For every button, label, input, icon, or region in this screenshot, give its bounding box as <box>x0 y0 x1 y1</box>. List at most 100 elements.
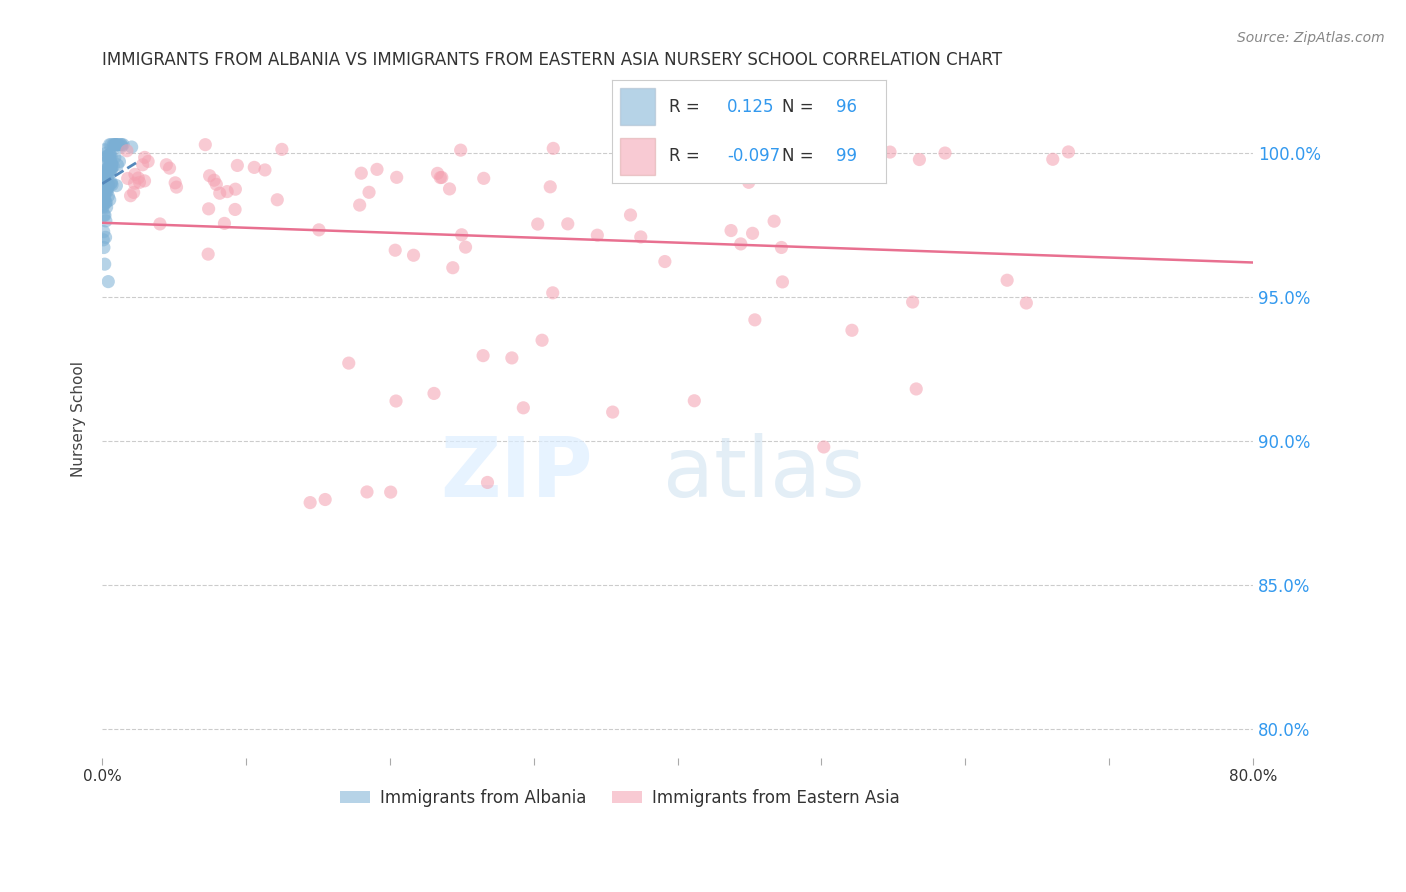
Point <box>602 405 624 419</box>
Point <box>538 179 561 194</box>
Point <box>197 202 219 216</box>
Point <box>91 233 114 247</box>
Point <box>94 185 117 199</box>
Point <box>214 216 236 230</box>
Point <box>91 190 114 204</box>
Point <box>197 247 219 261</box>
Point <box>91 187 114 202</box>
Point <box>93 143 115 157</box>
Point <box>1057 145 1080 159</box>
Point <box>100 150 122 164</box>
Point <box>122 186 145 200</box>
Point <box>772 275 794 289</box>
FancyBboxPatch shape <box>620 88 655 126</box>
Point <box>741 227 763 241</box>
Point <box>91 169 114 183</box>
Point <box>385 394 408 409</box>
Point <box>1015 296 1038 310</box>
Point <box>908 153 931 167</box>
Point <box>165 176 187 190</box>
Point <box>450 227 472 242</box>
Text: 0.125: 0.125 <box>727 98 775 116</box>
Point <box>100 162 122 177</box>
Point <box>134 150 156 164</box>
Text: IMMIGRANTS FROM ALBANIA VS IMMIGRANTS FROM EASTERN ASIA NURSERY SCHOOL CORRELATI: IMMIGRANTS FROM ALBANIA VS IMMIGRANTS FR… <box>103 51 1002 69</box>
Point <box>770 240 793 254</box>
Point <box>110 137 132 152</box>
Point <box>121 140 143 154</box>
Point <box>98 151 121 165</box>
Text: ZIP: ZIP <box>440 434 593 514</box>
Text: R =: R = <box>669 98 706 116</box>
Point <box>159 161 181 175</box>
Point <box>155 158 177 172</box>
Point <box>654 254 676 268</box>
Point <box>93 193 115 207</box>
Point <box>94 179 117 194</box>
Point <box>108 154 131 169</box>
Point <box>98 137 121 152</box>
Point <box>93 196 115 211</box>
Point <box>350 166 373 180</box>
Point <box>91 182 114 196</box>
Point <box>93 187 115 202</box>
Point <box>94 208 117 222</box>
Point <box>96 180 118 194</box>
Y-axis label: Nursery School: Nursery School <box>72 361 86 477</box>
Point <box>208 186 231 201</box>
Point <box>905 382 928 396</box>
Point <box>710 164 733 178</box>
Point <box>91 167 114 181</box>
Point <box>98 193 121 207</box>
Point <box>100 157 122 171</box>
Point <box>100 176 122 190</box>
Point <box>98 153 121 167</box>
Point <box>356 484 378 499</box>
Point <box>93 192 115 206</box>
Point <box>266 193 288 207</box>
Point <box>96 178 118 193</box>
Point <box>308 223 330 237</box>
Point <box>813 440 835 454</box>
Point <box>97 178 120 192</box>
Point <box>127 171 149 186</box>
Point <box>98 147 121 161</box>
Point <box>91 199 114 213</box>
Point <box>96 149 118 163</box>
Point <box>100 161 122 176</box>
Point <box>652 150 675 164</box>
Point <box>807 147 830 161</box>
Point <box>98 148 121 162</box>
Point <box>103 137 125 152</box>
Point <box>110 139 132 153</box>
Point <box>115 144 138 158</box>
Point <box>105 137 128 152</box>
Point <box>384 244 406 258</box>
Point <box>100 177 122 191</box>
Point <box>98 161 121 175</box>
Point <box>380 485 402 500</box>
Point <box>1042 153 1064 167</box>
Point <box>454 240 477 254</box>
Point <box>93 181 115 195</box>
Point <box>94 156 117 170</box>
Point <box>543 141 565 155</box>
Point <box>366 162 388 177</box>
Point <box>94 195 117 210</box>
Point <box>723 166 745 180</box>
Point <box>337 356 360 370</box>
Point <box>105 158 128 172</box>
Point <box>131 158 153 172</box>
Point <box>526 217 548 231</box>
Point <box>94 195 117 210</box>
Point <box>243 161 266 175</box>
Point <box>619 208 641 222</box>
Point <box>96 146 118 161</box>
Point <box>472 349 495 363</box>
Point <box>96 178 118 192</box>
Point <box>763 214 786 228</box>
Point <box>128 175 150 189</box>
Point <box>104 150 127 164</box>
Point <box>107 137 129 152</box>
Point <box>101 178 124 192</box>
